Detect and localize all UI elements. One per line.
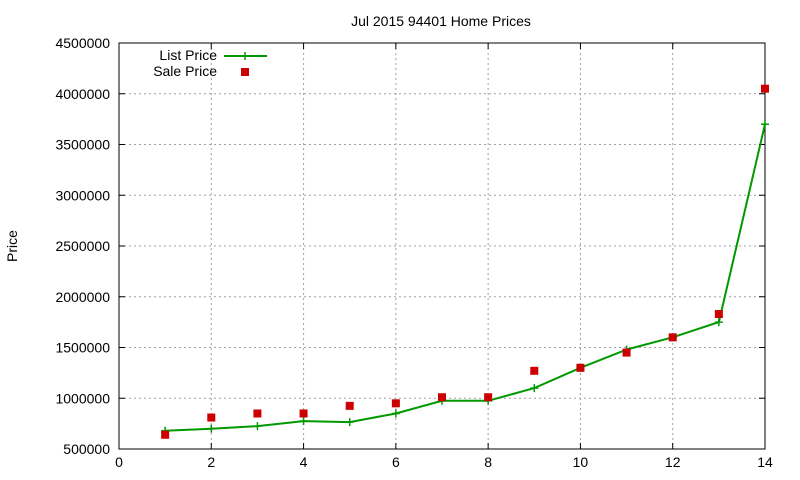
x-tick-label: 10 — [573, 454, 589, 470]
y-tick-label: 3500000 — [55, 137, 110, 153]
y-tick-label: 1000000 — [55, 390, 110, 406]
grid — [119, 43, 765, 449]
data-point-sale-price — [253, 409, 262, 418]
y-tick-label: 1500000 — [55, 340, 110, 356]
series — [161, 84, 769, 439]
data-point-sale-price — [714, 310, 723, 319]
x-tick-label: 0 — [115, 454, 123, 470]
chart-title: Jul 2015 94401 Home Prices — [351, 13, 531, 29]
data-point-sale-price — [161, 430, 170, 439]
x-tick-label: 14 — [757, 454, 773, 470]
data-point-list-price — [714, 318, 723, 327]
x-tick-label: 2 — [207, 454, 215, 470]
data-point-sale-price — [530, 366, 539, 375]
data-point-list-price — [299, 417, 308, 426]
x-tick-label: 6 — [392, 454, 400, 470]
series-0 — [161, 120, 769, 435]
series-1 — [161, 84, 769, 439]
legend-label-sale-price: Sale Price — [153, 63, 217, 79]
y-tick-label: 500000 — [63, 441, 110, 457]
x-tick-label: 12 — [665, 454, 681, 470]
data-point-sale-price — [299, 409, 308, 418]
y-tick-label: 2500000 — [55, 238, 110, 254]
x-tick-label: 8 — [484, 454, 492, 470]
data-point-list-price — [761, 120, 769, 129]
legend-swatch-list-price — [224, 52, 267, 60]
y-tick-label: 3000000 — [55, 187, 110, 203]
data-point-sale-price — [576, 363, 585, 372]
data-point-list-price — [207, 424, 216, 433]
axis-ticks: 0 2 4 6 8 10 12 14 500000 1000000 1500000 2000000 25… — [55, 35, 773, 470]
data-point-sale-price — [668, 333, 677, 342]
data-point-sale-price — [345, 401, 354, 410]
legend-marker-list-price — [241, 52, 249, 60]
data-point-sale-price — [622, 348, 631, 357]
legend-label-list-price: List Price — [159, 47, 217, 63]
y-tick-label: 4000000 — [55, 86, 110, 102]
y-tick-label: 4500000 — [55, 35, 110, 51]
data-point-sale-price — [207, 413, 216, 422]
legend-marker-sale-price — [241, 68, 249, 76]
data-point-list-price — [345, 418, 354, 427]
series-line-list-price — [165, 123, 766, 432]
data-point-list-price — [391, 409, 400, 418]
data-point-sale-price — [438, 393, 446, 402]
data-point-sale-price — [391, 399, 400, 408]
legend-swatch-sale-price — [241, 68, 249, 76]
legend: List Price Sale Price — [153, 47, 267, 79]
y-tick-label: 2000000 — [55, 289, 110, 305]
x-tick-label: 4 — [300, 454, 308, 470]
data-point-list-price — [253, 422, 262, 431]
data-point-sale-price — [484, 393, 493, 402]
data-point-list-price — [530, 384, 539, 393]
y-axis-label: Price — [4, 230, 20, 262]
data-point-sale-price — [761, 84, 769, 93]
